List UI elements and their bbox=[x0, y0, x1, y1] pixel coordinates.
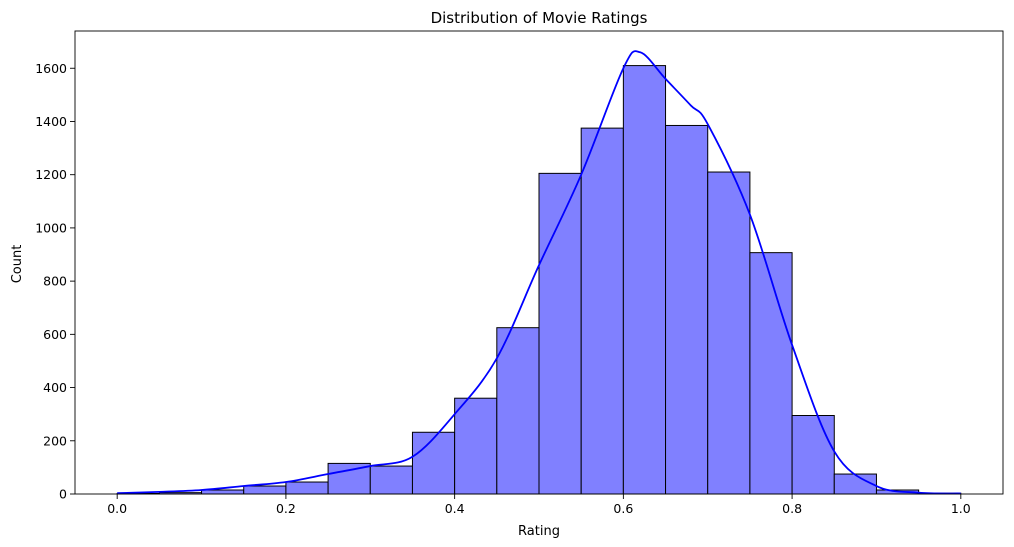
histogram-bar bbox=[665, 124, 709, 495]
y-tick-label: 1400 bbox=[35, 114, 67, 129]
y-ticks: 0 200 400 600 800 1000 1200 1400 1600 bbox=[35, 61, 75, 502]
bars-layer bbox=[116, 65, 962, 495]
x-tick-label: 0.8 bbox=[782, 501, 802, 516]
histogram-bar bbox=[833, 473, 877, 495]
histogram-bar bbox=[411, 431, 456, 495]
y-tick-label: 1000 bbox=[35, 220, 67, 235]
y-tick-label: 600 bbox=[43, 327, 67, 342]
y-tick-label: 800 bbox=[43, 274, 67, 289]
histogram-bar bbox=[327, 462, 371, 495]
histogram-bar bbox=[201, 489, 245, 495]
histogram-bar bbox=[580, 127, 624, 495]
histogram-bar bbox=[622, 65, 667, 495]
histogram-bar bbox=[369, 465, 413, 495]
y-tick-label: 0 bbox=[59, 487, 67, 502]
x-ticks: 0.0 0.2 0.4 0.6 0.8 1.0 bbox=[107, 494, 971, 516]
y-tick-label: 400 bbox=[43, 380, 67, 395]
histogram-bar bbox=[496, 327, 540, 495]
histogram-bar bbox=[749, 252, 793, 495]
y-axis-label: Count bbox=[10, 245, 25, 284]
chart-title: Distribution of Movie Ratings bbox=[431, 9, 648, 27]
x-axis-label: Rating bbox=[518, 524, 560, 539]
y-tick-label: 1200 bbox=[35, 167, 67, 182]
y-tick-label: 1600 bbox=[35, 61, 67, 76]
x-tick-label: 0.0 bbox=[107, 501, 127, 516]
histogram-bar bbox=[243, 485, 287, 495]
x-tick-label: 1.0 bbox=[951, 501, 971, 516]
x-tick-label: 0.2 bbox=[276, 501, 296, 516]
x-tick-label: 0.6 bbox=[613, 501, 633, 516]
kde-line bbox=[117, 50, 961, 495]
histogram-bar bbox=[791, 415, 835, 495]
histogram-bar bbox=[707, 171, 751, 495]
histogram-bar bbox=[454, 397, 498, 495]
x-tick-label: 0.4 bbox=[445, 501, 465, 516]
y-tick-label: 200 bbox=[43, 433, 67, 448]
kde-layer bbox=[117, 50, 961, 495]
plot-frame bbox=[74, 30, 1004, 495]
histogram-bar bbox=[285, 481, 329, 495]
